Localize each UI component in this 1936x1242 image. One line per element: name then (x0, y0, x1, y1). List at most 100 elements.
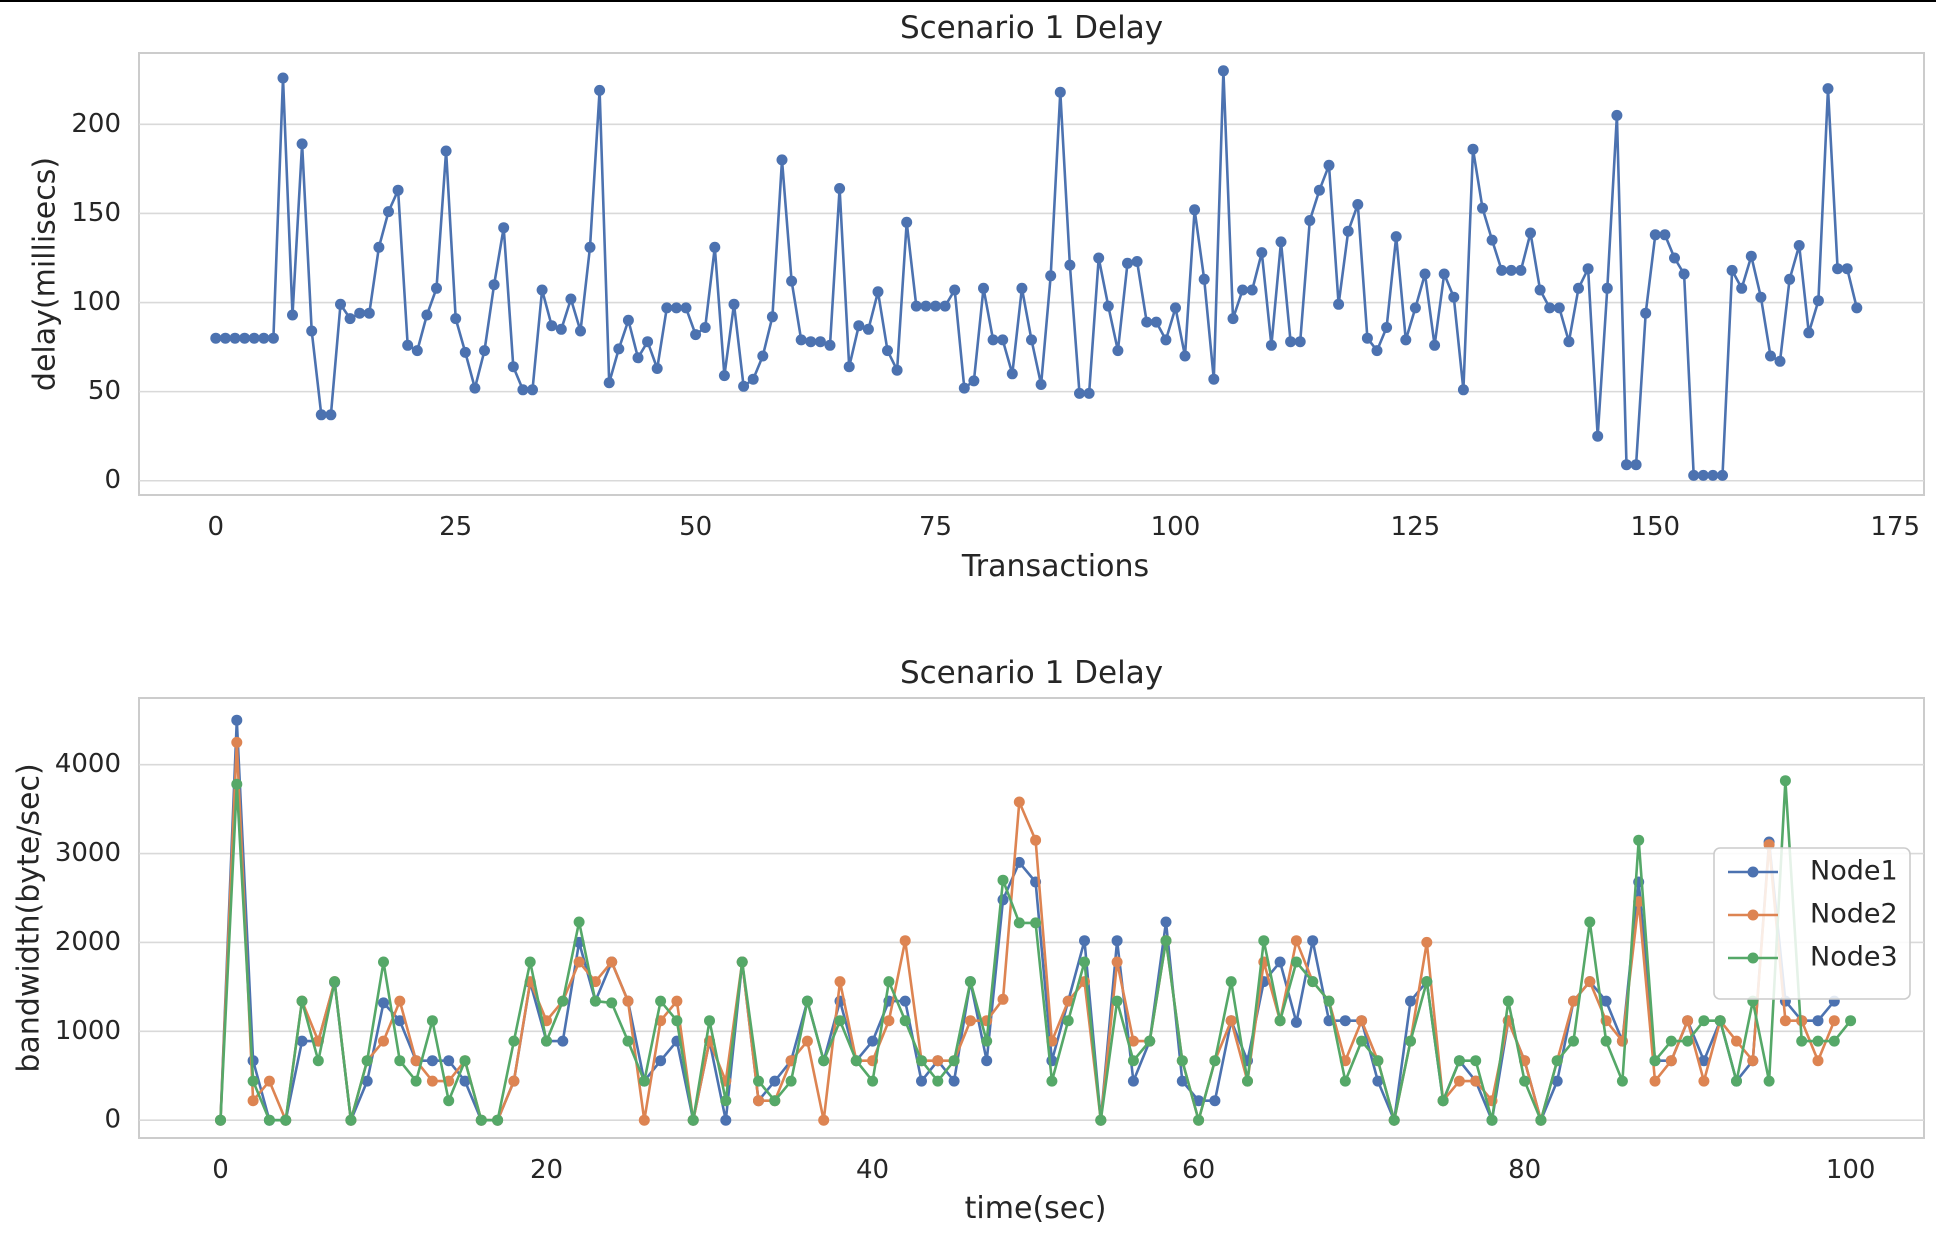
bandwidth-node2-point (247, 1095, 259, 1107)
bandwidth-node2-point (1682, 1015, 1694, 1027)
delay-series-point (987, 334, 999, 346)
bandwidth-node3-point (1421, 976, 1433, 988)
bandwidth-x-tick-label: 40 (856, 1155, 889, 1185)
delay-series-point (1649, 229, 1661, 241)
delay-series-point (1544, 302, 1556, 314)
delay-series-point (1841, 263, 1853, 275)
delay-y-tick-label: 0 (104, 465, 121, 495)
delay-series-point (1774, 355, 1786, 367)
delay-series-point (862, 323, 874, 335)
bandwidth-node2-point (1111, 956, 1123, 968)
delay-series-point (699, 322, 711, 333)
delay-series-point (1640, 307, 1652, 319)
delay-series-point (210, 332, 222, 344)
bandwidth-node3-point (557, 995, 569, 1007)
delay-series-point (1265, 339, 1277, 351)
delay-series-point (431, 282, 442, 294)
bandwidth-node3-point (1339, 1075, 1351, 1087)
bandwidth-node2-point (1828, 1015, 1840, 1027)
bandwidth-x-tick-label: 60 (1182, 1155, 1215, 1185)
delay-series-point (383, 206, 394, 218)
delay-series-point (1256, 247, 1268, 259)
bandwidth-node3-point (378, 956, 389, 968)
delay-series-point (1304, 215, 1316, 226)
delay-series-point (1208, 373, 1220, 385)
delay-series-point (1131, 256, 1143, 267)
delay-series-point (1198, 273, 1210, 285)
bandwidth-node3-point (394, 1055, 406, 1067)
delay-series-point (1333, 298, 1345, 310)
bandwidth-node2-point (573, 956, 585, 968)
delay-series-point (1669, 252, 1680, 264)
delay-series-point (1419, 268, 1431, 280)
bandwidth-node1-point (1600, 995, 1612, 1007)
bandwidth-node2-point (964, 1015, 976, 1027)
delay-series-point (834, 183, 846, 194)
delay-series-point (814, 336, 826, 348)
delay-series-point (872, 286, 884, 298)
bandwidth-node2-point (426, 1075, 438, 1087)
delay-series-point (882, 345, 893, 357)
delay-series-point (344, 313, 356, 325)
bandwidth-node1-point (296, 1035, 308, 1047)
delay-series-point (1736, 282, 1748, 294)
bandwidth-node3-point (1470, 1055, 1482, 1067)
delay-x-tick-label: 75 (919, 512, 952, 542)
delay-series-point (968, 375, 980, 387)
delay-series-point (1150, 316, 1162, 328)
bandwidth-node1-point (1290, 1016, 1302, 1028)
delay-series-point (901, 216, 913, 228)
delay-series-point (517, 384, 529, 396)
delay-series-point (1323, 159, 1335, 171)
bandwidth-node3-point (932, 1075, 944, 1087)
bandwidth-node1-point (655, 1055, 667, 1067)
bandwidth-node3-point (1845, 1015, 1857, 1027)
bandwidth-node1-point (899, 995, 911, 1007)
bandwidth-node3-point (638, 1075, 650, 1087)
delay-series-point (949, 284, 961, 296)
delay-series-point (565, 293, 577, 305)
bandwidth-node1-point (1209, 1095, 1221, 1107)
delay-series-point (363, 307, 375, 319)
delay-series-point (1534, 284, 1546, 296)
delay-series-point (1784, 273, 1796, 285)
delay-series-point (958, 382, 970, 394)
delay-series-point (1160, 334, 1172, 346)
delay-series-point (575, 325, 586, 337)
delay-series-point (527, 384, 538, 396)
delay-series-point (488, 279, 500, 291)
delay-series-point (335, 298, 346, 310)
delay-series-point (1170, 302, 1181, 314)
delay-series-point (1573, 282, 1584, 294)
delay-series-point (1611, 109, 1623, 121)
delay-series-point (1361, 332, 1373, 344)
delay-series-point (277, 72, 289, 84)
bandwidth-node1-point (948, 1075, 960, 1087)
bandwidth-x-tick-label: 20 (530, 1155, 563, 1185)
delay-series-point (766, 311, 778, 323)
delay-series-point (1697, 469, 1709, 481)
bandwidth-node1-point (916, 1075, 927, 1087)
delay-series-point (1275, 236, 1287, 248)
bandwidth-node2-point (606, 956, 618, 968)
delay-series-point (1822, 83, 1834, 95)
bandwidth-node2-point (508, 1075, 520, 1087)
delay-series-point (670, 302, 682, 314)
delay-chart-y-axis-label: delay(millisecs) (28, 157, 63, 391)
legend-node1-marker (1747, 866, 1759, 878)
bandwidth-node3-point (1437, 1095, 1449, 1107)
bandwidth-node3-point (573, 916, 585, 928)
bandwidth-node1-point (981, 1055, 993, 1067)
delay-series-point (1352, 199, 1364, 210)
bandwidth-node3-point (263, 1114, 275, 1126)
delay-series-point (1102, 300, 1114, 312)
bandwidth-node3-point (1405, 1035, 1416, 1047)
delay-series-point (267, 332, 279, 344)
delay-series-point (296, 138, 308, 150)
delay-series-point (1515, 264, 1527, 276)
bandwidth-node3-point (1046, 1075, 1058, 1087)
bandwidth-node3-point (426, 1015, 438, 1027)
delay-series-point (1486, 234, 1498, 246)
bandwidth-y-tick-label: 3000 (55, 838, 121, 868)
